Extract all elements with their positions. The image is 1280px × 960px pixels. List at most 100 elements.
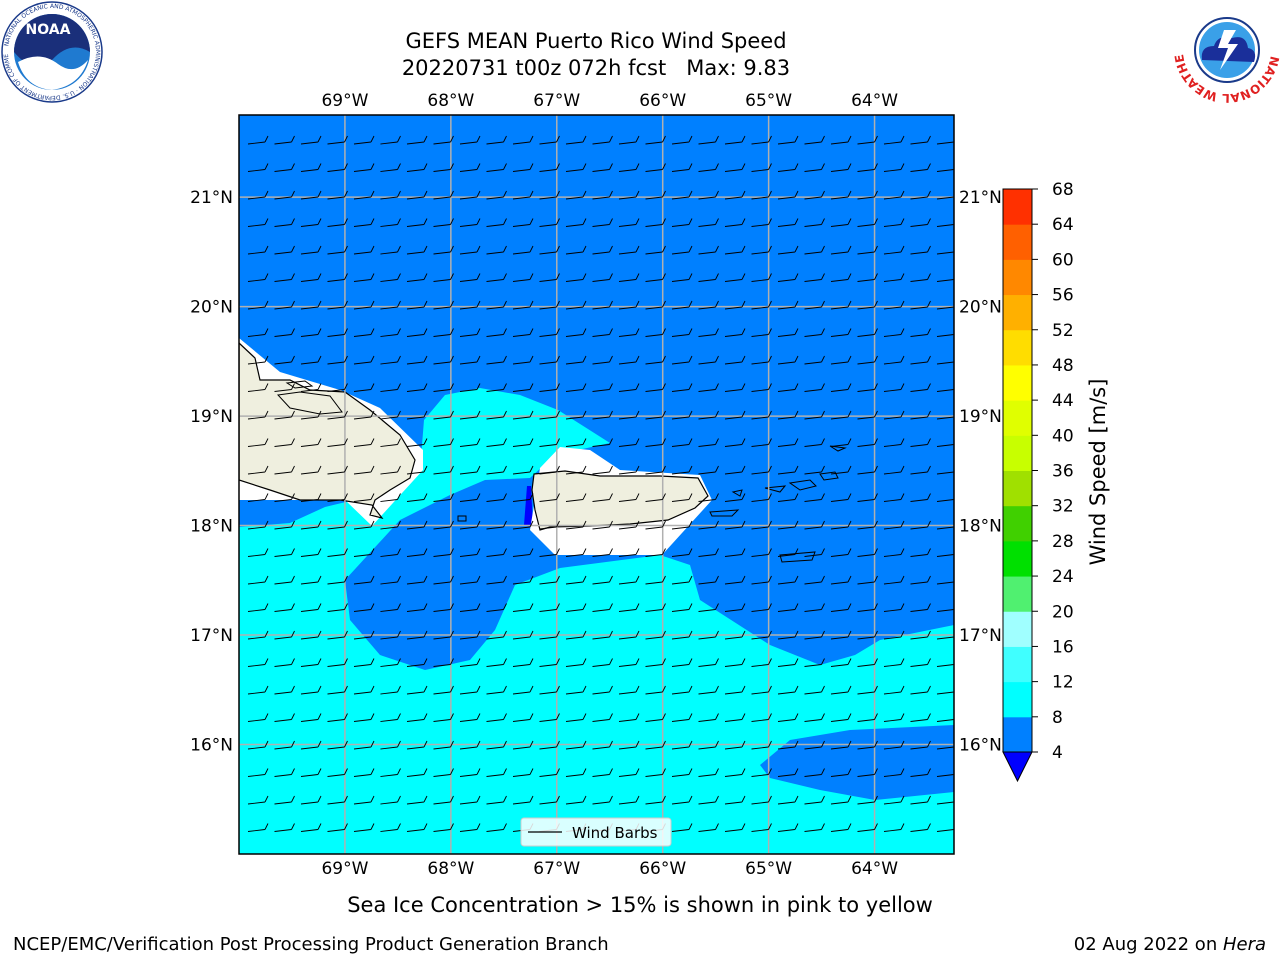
wind-barb xyxy=(698,218,719,227)
wind-barb xyxy=(565,630,587,640)
wind-barb xyxy=(300,740,322,750)
wind-barb xyxy=(618,520,640,530)
wind-barb xyxy=(592,328,613,337)
wind-barb xyxy=(380,190,401,200)
wind-barb xyxy=(327,218,348,227)
footer-date: 02 Aug 2022 on xyxy=(1074,934,1223,955)
lat-labels-left: 21°N 20°N 19°N 18°N 17°N 16°N xyxy=(190,188,233,755)
lon-label-bottom: 69°W xyxy=(321,859,368,879)
wind-barb xyxy=(433,218,454,227)
wind-barb xyxy=(724,630,746,640)
wind-barb xyxy=(751,575,772,585)
wind-barb xyxy=(804,520,825,530)
wind-barb xyxy=(433,438,454,447)
wind-barb xyxy=(274,190,295,200)
wind-barb xyxy=(724,768,746,777)
wind-barb xyxy=(883,548,905,557)
wind-barb xyxy=(433,713,454,722)
lat-label-left: 18°N xyxy=(190,517,233,537)
wind-barb xyxy=(300,685,322,695)
wind-barb xyxy=(857,795,878,805)
wind-barb xyxy=(645,328,666,337)
wind-barb xyxy=(512,383,534,392)
wind-barb xyxy=(698,438,719,447)
wind-barb xyxy=(539,493,560,502)
wind-barb xyxy=(936,360,954,365)
wind-barb xyxy=(406,823,428,832)
colorbar-tick-label: 48 xyxy=(1052,356,1074,376)
wind-barb xyxy=(592,190,613,200)
legend: Wind Barbs xyxy=(520,817,672,847)
wind-barb xyxy=(565,190,587,200)
lon-labels-top: 69°W 68°W 67°W 66°W 65°W 64°W xyxy=(321,91,898,111)
wind-barb xyxy=(830,383,852,392)
wind-barb xyxy=(671,520,693,530)
wind-barb xyxy=(512,740,534,750)
wind-barb xyxy=(698,575,719,585)
wind-barb xyxy=(274,795,295,805)
legend-label: Wind Barbs xyxy=(572,824,658,842)
wind-barb xyxy=(539,713,560,722)
wind-barb xyxy=(353,823,375,832)
wind-barb xyxy=(751,630,772,640)
wind-barb xyxy=(353,135,375,145)
wind-barb xyxy=(618,438,640,447)
colorbar-tick-label: 28 xyxy=(1052,532,1074,552)
wind-barb xyxy=(512,438,534,447)
wind-barb xyxy=(645,410,666,420)
wind-barb xyxy=(910,575,931,585)
wind-barb xyxy=(618,795,640,805)
wind-barb xyxy=(565,548,587,557)
colorbar-tick-label: 68 xyxy=(1052,180,1074,200)
wind-barb xyxy=(830,740,852,750)
map-frame xyxy=(238,114,955,855)
wind-barb xyxy=(459,795,481,805)
wind-barb xyxy=(645,438,666,447)
wind-barb xyxy=(274,685,295,695)
lat-label-left: 19°N xyxy=(190,407,233,427)
wind-barb xyxy=(406,465,428,475)
wind-barb xyxy=(883,575,905,585)
wind-barb xyxy=(459,218,481,227)
wind-barb xyxy=(645,190,666,200)
wind-barb xyxy=(300,465,322,475)
wind-barb xyxy=(830,190,852,200)
wind-barb xyxy=(406,603,428,612)
wind-barb xyxy=(539,658,560,667)
wind-barb xyxy=(883,300,905,310)
wind-barb xyxy=(274,245,295,255)
wind-barb xyxy=(459,135,481,145)
wind-barb xyxy=(671,190,693,200)
lon-label-top: 68°W xyxy=(427,91,474,111)
wind-barb xyxy=(857,768,878,777)
wind-barb xyxy=(883,630,905,640)
wind-barb xyxy=(910,383,931,392)
wind-barb xyxy=(353,218,375,227)
wind-barb xyxy=(618,135,640,145)
wind-barb xyxy=(751,768,772,777)
wind-barb xyxy=(406,190,428,200)
wind-barb xyxy=(406,328,428,337)
wind-barb xyxy=(353,548,375,557)
wind-barb xyxy=(327,465,348,475)
wind-barb xyxy=(274,713,295,722)
wind-barb xyxy=(247,163,269,172)
wind-barb xyxy=(830,630,852,640)
wind-barb xyxy=(671,658,693,667)
wind-barb xyxy=(247,713,269,722)
wind-barb xyxy=(512,630,534,640)
wind-barb xyxy=(671,740,693,750)
wind-barb xyxy=(565,658,587,667)
wind-barb xyxy=(645,383,666,392)
wind-barb xyxy=(300,520,322,530)
wind-barb xyxy=(777,520,799,530)
wind-barb xyxy=(327,190,348,200)
wind-barb xyxy=(830,520,852,530)
wind-barb xyxy=(274,548,295,557)
colorbar-label: Wind Speed [m/s] xyxy=(1086,379,1110,566)
wind-barb xyxy=(406,218,428,227)
wind-barb xyxy=(936,278,954,282)
wind-barb xyxy=(327,795,348,805)
wind-barb xyxy=(459,410,481,420)
